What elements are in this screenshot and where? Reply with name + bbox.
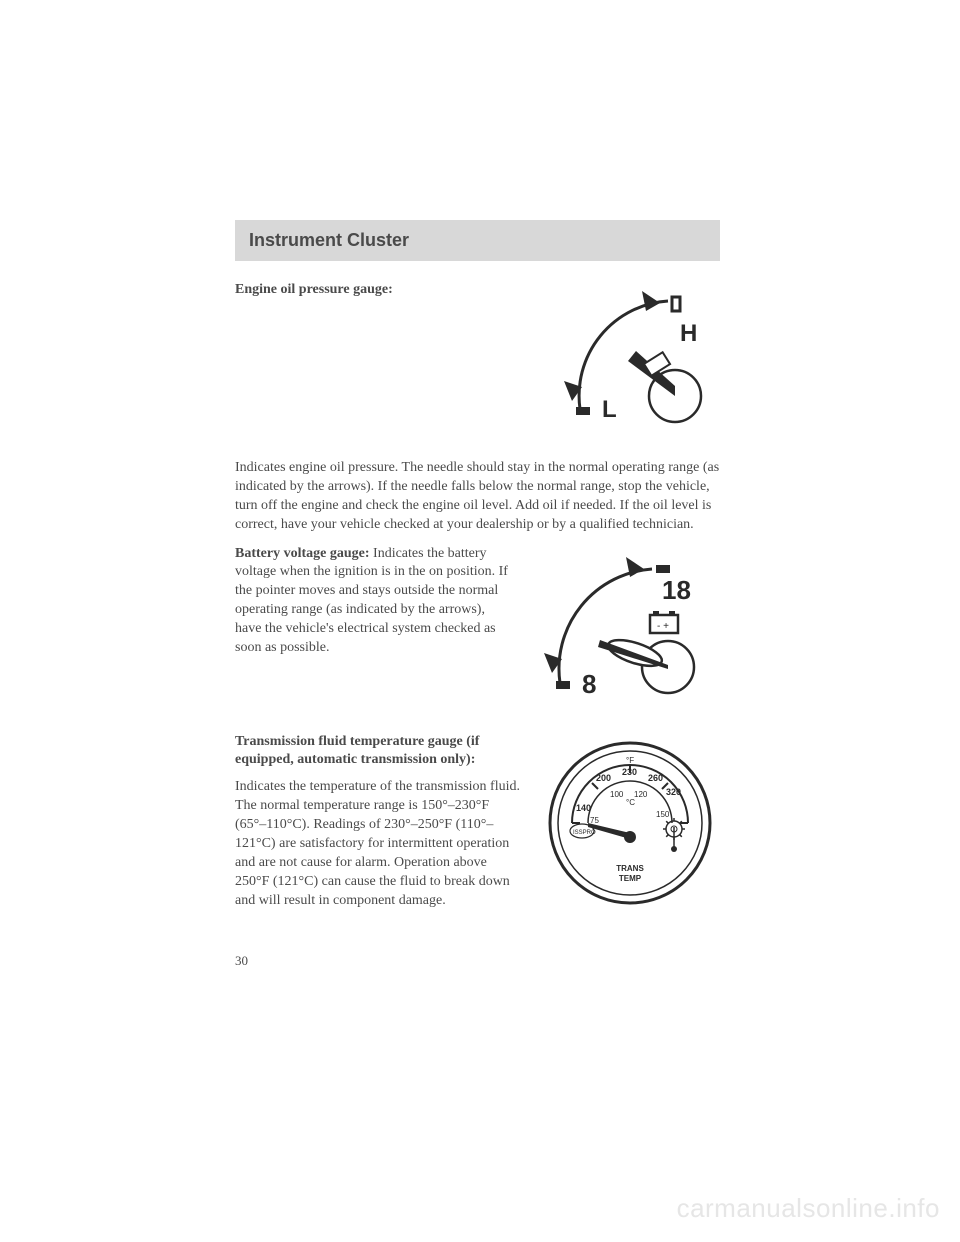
svg-text:230: 230 xyxy=(622,767,637,777)
battery-lead: Battery voltage gauge: xyxy=(235,546,370,561)
trans-lead: Transmission fluid temperature gauge (if… xyxy=(235,734,479,768)
section-header: Instrument Cluster xyxy=(235,220,720,261)
trans-gauge-figure: °F 140 200 230 260 320 °C 75 100 120 150… xyxy=(540,733,720,923)
svg-text:150: 150 xyxy=(656,810,670,819)
battery-text-col: Battery voltage gauge: Indicates the bat… xyxy=(235,545,510,658)
svg-text:- +: - + xyxy=(657,621,669,632)
trans-section: Transmission fluid temperature gauge (if… xyxy=(235,733,720,923)
trans-caption-1: TRANS xyxy=(616,864,644,873)
oil-gauge-icon: L H xyxy=(550,281,720,441)
oil-low-label: L xyxy=(602,396,617,423)
trans-c-unit: °C xyxy=(626,798,635,807)
svg-text:320: 320 xyxy=(666,787,681,797)
battery-gauge-figure: 8 18 - + xyxy=(530,545,720,715)
battery-gauge-icon: 8 18 - + xyxy=(530,545,720,715)
oil-section: Engine oil pressure gauge: L H xyxy=(235,281,720,441)
battery-high-label: 18 xyxy=(662,575,691,605)
svg-text:120: 120 xyxy=(634,790,648,799)
oil-lead: Engine oil pressure gauge: xyxy=(235,282,393,297)
battery-section: Battery voltage gauge: Indicates the bat… xyxy=(235,545,720,715)
trans-gauge-icon: °F 140 200 230 260 320 °C 75 100 120 150… xyxy=(540,733,720,923)
svg-text:100: 100 xyxy=(610,790,624,799)
oil-gauge-figure: L H xyxy=(550,281,720,441)
svg-text:200: 200 xyxy=(596,773,611,783)
svg-text:ISSPRO: ISSPRO xyxy=(573,830,596,836)
trans-caption-2: TEMP xyxy=(619,874,642,883)
trans-text-col: Transmission fluid temperature gauge (if… xyxy=(235,733,520,911)
oil-body-text: Indicates engine oil pressure. The needl… xyxy=(235,459,720,535)
page-container: Instrument Cluster Engine oil pressure g… xyxy=(0,0,960,969)
watermark: carmanualsonline.info xyxy=(677,1193,940,1224)
trans-f-unit: °F xyxy=(626,756,634,765)
oil-lead-col: Engine oil pressure gauge: xyxy=(235,281,530,300)
svg-text:75: 75 xyxy=(590,816,599,825)
trans-body: Indicates the temperature of the transmi… xyxy=(235,778,520,910)
oil-high-label: H xyxy=(680,320,697,347)
battery-low-label: 8 xyxy=(582,669,596,699)
svg-text:260: 260 xyxy=(648,773,663,783)
battery-body: Indicates the battery voltage when the i… xyxy=(235,546,508,655)
page-number: 30 xyxy=(235,953,720,969)
section-title: Instrument Cluster xyxy=(249,230,409,250)
